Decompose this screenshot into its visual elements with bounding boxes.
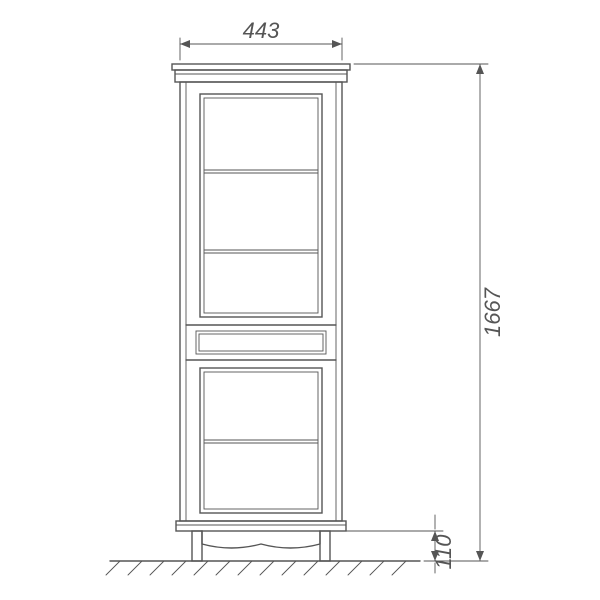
- dimension-height-label: 1667: [480, 287, 505, 337]
- dimension-leg: [334, 515, 443, 573]
- cabinet-drawing: 443 1667 110: [0, 0, 600, 600]
- crown-molding: [172, 64, 350, 82]
- cabinet-legs: [192, 531, 330, 561]
- plinth: [176, 521, 346, 531]
- dimension-width-label: 443: [243, 18, 280, 43]
- middle-drawer: [186, 325, 336, 360]
- lower-door: [200, 368, 322, 513]
- dimension-height: [354, 64, 488, 561]
- upper-door: [200, 94, 322, 317]
- floor-hatch: [106, 561, 420, 575]
- dimension-leg-label: 110: [431, 534, 456, 570]
